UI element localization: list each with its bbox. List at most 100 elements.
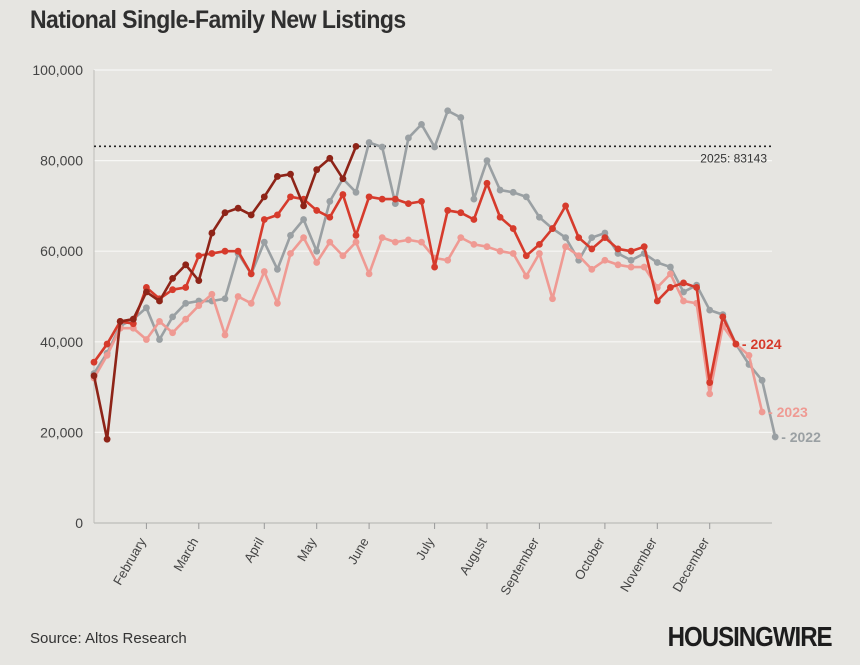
data-point (653, 297, 661, 305)
series-end-label: - 2022 (781, 429, 821, 445)
data-point (496, 186, 504, 194)
data-point (405, 200, 412, 208)
data-point (365, 193, 373, 201)
data-point (562, 234, 569, 242)
data-point (156, 318, 163, 325)
data-point (378, 195, 386, 203)
reference-line-label: 2025: 83143 (700, 151, 767, 165)
data-point (667, 270, 674, 278)
data-point (313, 207, 321, 214)
data-point (509, 225, 517, 232)
data-point (260, 268, 268, 275)
grid-lines (93, 69, 772, 524)
data-point (758, 376, 766, 384)
data-point (496, 247, 504, 255)
data-point (627, 263, 635, 271)
data-point (182, 284, 190, 291)
data-point (195, 252, 203, 260)
source-note: Source: Altos Research (30, 630, 187, 647)
data-point (549, 295, 556, 303)
data-point (274, 265, 281, 273)
data-point (143, 336, 150, 343)
y-tick-label: 40,000 (40, 334, 83, 350)
x-tick-label: February (110, 535, 149, 588)
data-point (457, 209, 465, 217)
data-point (378, 234, 386, 242)
data-point (405, 236, 412, 244)
data-point (156, 336, 163, 343)
data-point (444, 207, 452, 214)
y-tick-label: 100,000 (32, 62, 83, 78)
series-line (92, 145, 358, 441)
data-point (169, 313, 177, 321)
data-point (90, 358, 98, 366)
data-point (352, 142, 360, 150)
data-point (326, 238, 334, 246)
data-point (234, 247, 242, 255)
data-point (352, 238, 360, 246)
x-tick-label: August (456, 535, 489, 578)
data-point (536, 250, 543, 257)
series-end-labels: - 2022 - 2023 - 2024 (742, 336, 821, 445)
data-point (116, 318, 124, 325)
data-point (234, 204, 242, 212)
data-point (444, 107, 452, 115)
data-point (247, 211, 255, 219)
data-point (352, 188, 360, 196)
data-point (627, 247, 635, 255)
data-point (680, 297, 687, 305)
data-point (575, 252, 583, 260)
data-point (667, 263, 674, 271)
data-point (103, 435, 111, 443)
data-point (418, 197, 425, 205)
data-point (260, 216, 268, 223)
data-point (326, 197, 334, 205)
data-point (365, 139, 373, 146)
data-point (457, 114, 465, 121)
data-point (640, 243, 648, 251)
data-point (391, 238, 399, 246)
data-point (588, 245, 596, 253)
data-point (313, 166, 321, 174)
data-point (221, 295, 229, 303)
data-point (680, 288, 687, 296)
data-point (326, 213, 334, 221)
data-point (287, 250, 294, 257)
data-point (732, 340, 740, 348)
x-tick-label: November (617, 534, 660, 594)
data-point (522, 193, 530, 201)
series-3 (90, 142, 360, 443)
data-point (758, 408, 766, 416)
data-point (509, 188, 517, 196)
data-point (444, 256, 452, 264)
data-point (536, 241, 543, 248)
data-point (378, 143, 386, 151)
data-point (706, 379, 714, 386)
data-point (562, 202, 569, 210)
x-tick-label: April (241, 535, 267, 565)
data-point (483, 179, 491, 187)
x-tick-label: June (345, 535, 372, 567)
data-point (260, 193, 268, 201)
data-point (339, 191, 347, 198)
data-point (143, 304, 150, 312)
data-point (90, 372, 98, 380)
series-2 (90, 179, 740, 386)
data-point (365, 270, 373, 278)
data-point (221, 209, 229, 217)
data-point (221, 331, 229, 339)
data-point (745, 351, 753, 359)
data-point (103, 340, 111, 348)
data-point (549, 225, 556, 232)
x-tick-label: October (571, 534, 607, 582)
x-tick-label: September (497, 534, 542, 597)
series-line (92, 181, 738, 384)
data-point (169, 286, 177, 294)
x-tick-label: March (170, 535, 201, 574)
data-point (274, 211, 281, 219)
data-point (470, 216, 478, 223)
data-point (182, 261, 190, 269)
y-axis-ticks: 0 20,000 40,000 60,000 80,000 100,000 (32, 62, 83, 531)
data-point (588, 234, 596, 242)
